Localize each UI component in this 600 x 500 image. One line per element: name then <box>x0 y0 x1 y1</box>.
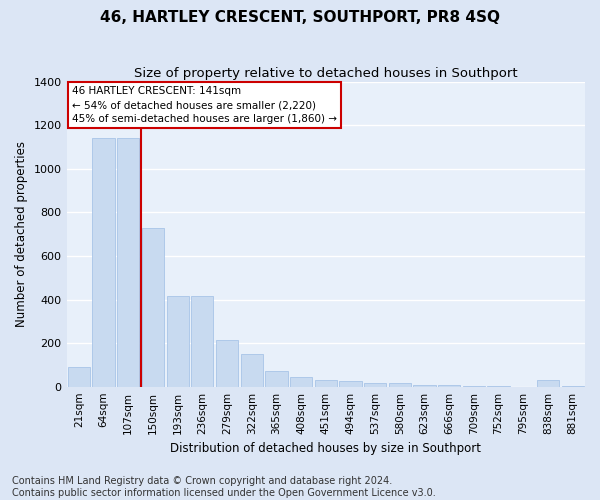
Bar <box>216 340 238 386</box>
Bar <box>265 372 287 386</box>
Bar <box>191 296 214 386</box>
Bar <box>142 228 164 386</box>
Bar <box>340 381 362 386</box>
Text: 46 HARTLEY CRESCENT: 141sqm
← 54% of detached houses are smaller (2,220)
45% of : 46 HARTLEY CRESCENT: 141sqm ← 54% of det… <box>72 86 337 124</box>
Bar <box>314 380 337 386</box>
Bar <box>117 138 139 386</box>
Bar <box>241 354 263 386</box>
Title: Size of property relative to detached houses in Southport: Size of property relative to detached ho… <box>134 68 518 80</box>
Text: 46, HARTLEY CRESCENT, SOUTHPORT, PR8 4SQ: 46, HARTLEY CRESCENT, SOUTHPORT, PR8 4SQ <box>100 10 500 25</box>
Bar <box>167 296 189 386</box>
Bar <box>364 384 386 386</box>
Bar <box>438 384 460 386</box>
Bar <box>537 380 559 386</box>
Bar <box>68 367 90 386</box>
Bar <box>92 138 115 386</box>
X-axis label: Distribution of detached houses by size in Southport: Distribution of detached houses by size … <box>170 442 481 455</box>
Bar <box>389 384 411 386</box>
Text: Contains HM Land Registry data © Crown copyright and database right 2024.
Contai: Contains HM Land Registry data © Crown c… <box>12 476 436 498</box>
Y-axis label: Number of detached properties: Number of detached properties <box>15 141 28 327</box>
Bar <box>290 377 312 386</box>
Bar <box>413 384 436 386</box>
